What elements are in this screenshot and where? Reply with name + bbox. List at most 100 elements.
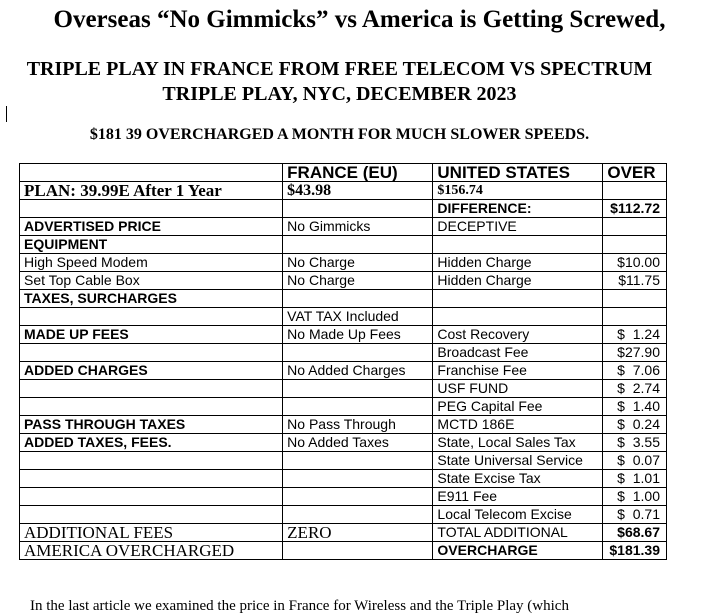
row-over-cell: $ 3.55 bbox=[602, 433, 667, 452]
row-over-cell: $11.75 bbox=[602, 271, 667, 290]
row-label-cell: TAXES, SURCHARGES bbox=[18, 289, 284, 308]
row-france-cell bbox=[282, 487, 434, 506]
table-row: ADDED CHARGES No Added Charges Franchise F… bbox=[18, 361, 667, 380]
row-us-cell: Franchise Fee bbox=[432, 361, 604, 380]
table-row: PASS THROUGH TAXES No Pass Through MCTD 18… bbox=[18, 415, 667, 434]
row-over-cell: $ 1.01 bbox=[602, 469, 667, 488]
table-row: Local Telecom Excise $ 0.71 bbox=[18, 505, 667, 524]
header-cell-france: FRANCE (EU) bbox=[282, 163, 434, 182]
row-us-cell: DECEPTIVE bbox=[432, 217, 604, 236]
table-row: ADVERTISED PRICE No Gimmicks DECEPTIVE bbox=[18, 217, 667, 236]
plan-over bbox=[602, 181, 667, 200]
row-over-cell bbox=[602, 235, 667, 254]
table-row: EQUIPMENT bbox=[18, 235, 667, 254]
table-row: E911 Fee $ 1.00 bbox=[18, 487, 667, 506]
table-row: State Excise Tax $ 1.01 bbox=[18, 469, 667, 488]
row-us-cell bbox=[432, 235, 604, 254]
row-over-cell: $ 0.07 bbox=[602, 451, 667, 470]
row-over-cell: $ 1.00 bbox=[602, 487, 667, 506]
row-us-cell bbox=[432, 289, 604, 308]
row-label-cell: MADE UP FEES bbox=[18, 325, 284, 344]
row-label-cell: EQUIPMENT bbox=[18, 235, 284, 254]
row-over-cell: $10.00 bbox=[602, 253, 667, 272]
row-us-cell: PEG Capital Fee bbox=[432, 397, 604, 416]
row-france-cell bbox=[282, 469, 434, 488]
row-over-cell: $27.90 bbox=[602, 343, 667, 362]
row-over-cell: $ 1.40 bbox=[602, 397, 667, 416]
row-us-cell: State, Local Sales Tax bbox=[432, 433, 604, 452]
row-france-cell bbox=[282, 343, 434, 362]
row-france-cell: No Pass Through bbox=[282, 415, 434, 434]
row-france-cell: VAT TAX Included bbox=[282, 307, 434, 326]
row-label-cell bbox=[18, 469, 284, 488]
row-france-cell: No Charge bbox=[282, 271, 434, 290]
overcharged-label: AMERICA OVERCHARGED bbox=[18, 541, 284, 560]
row-france-cell: No Charge bbox=[282, 253, 434, 272]
row-france-cell bbox=[282, 379, 434, 398]
table-row: High Speed Modem No Charge Hidden Charge $1… bbox=[18, 253, 667, 272]
additional-fees-label: ADDITIONAL FEES bbox=[18, 523, 284, 542]
comparison-table: FRANCE (EU) UNITED STATES OVER PLAN: 39.… bbox=[18, 163, 667, 560]
row-over-cell: $ 7.06 bbox=[602, 361, 667, 380]
additional-fees-france: ZERO bbox=[282, 523, 434, 542]
row-label-cell: PASS THROUGH TAXES bbox=[18, 415, 284, 434]
row-us-cell: State Excise Tax bbox=[432, 469, 604, 488]
header-cell-over: OVER bbox=[602, 163, 667, 182]
text-cursor bbox=[6, 106, 7, 122]
row-france-cell bbox=[282, 505, 434, 524]
difference-label: DIFFERENCE: bbox=[432, 199, 604, 218]
row-over-cell bbox=[602, 307, 667, 326]
row-label-cell bbox=[18, 397, 284, 416]
row-us-cell: USF FUND bbox=[432, 379, 604, 398]
table-row: MADE UP FEES No Made Up Fees Cost Recovery… bbox=[18, 325, 667, 344]
row-label-cell bbox=[18, 307, 284, 326]
difference-row: DIFFERENCE: $112.72 bbox=[18, 199, 667, 218]
plan-france-price: $43.98 bbox=[282, 181, 434, 200]
row-over-cell bbox=[602, 289, 667, 308]
row-label-cell: High Speed Modem bbox=[18, 253, 284, 272]
row-over-cell: $ 0.24 bbox=[602, 415, 667, 434]
row-us-cell: Cost Recovery bbox=[432, 325, 604, 344]
plan-row: PLAN: 39.99E After 1 Year $43.98 $156.74 bbox=[18, 181, 667, 200]
row-france-cell bbox=[282, 397, 434, 416]
row-france-cell: No Made Up Fees bbox=[282, 325, 434, 344]
table-row: USF FUND $ 2.74 bbox=[18, 379, 667, 398]
header-cell-us: UNITED STATES bbox=[432, 163, 604, 182]
table-row: Broadcast Fee $27.90 bbox=[18, 343, 667, 362]
row-us-cell: MCTD 186E bbox=[432, 415, 604, 434]
fee-rows: ADVERTISED PRICE No Gimmicks DECEPTIVE EQUI… bbox=[18, 217, 667, 524]
table-row: Set Top Cable Box No Charge Hidden Charge $… bbox=[18, 271, 667, 290]
row-label-cell bbox=[18, 505, 284, 524]
row-france-cell bbox=[282, 289, 434, 308]
article-footer-text: In the last article we examined the pric… bbox=[30, 598, 569, 614]
row-us-cell bbox=[432, 307, 604, 326]
overcharged-france bbox=[282, 541, 434, 560]
overcharge-label: OVERCHARGE bbox=[432, 541, 604, 560]
row-over-cell: $ 2.74 bbox=[602, 379, 667, 398]
row-label-cell: ADDED TAXES, FEES. bbox=[18, 433, 284, 452]
plan-label: PLAN: 39.99E After 1 Year bbox=[18, 181, 284, 200]
row-over-cell: $ 0.71 bbox=[602, 505, 667, 524]
document-title: Overseas “No Gimmicks” vs America is Get… bbox=[53, 6, 666, 33]
row-us-cell: Broadcast Fee bbox=[432, 343, 604, 362]
row-us-cell: State Universal Service bbox=[432, 451, 604, 470]
row-label-cell bbox=[18, 487, 284, 506]
row-label-cell bbox=[18, 379, 284, 398]
row-france-cell: No Added Charges bbox=[282, 361, 434, 380]
plan-us-price: $156.74 bbox=[432, 181, 604, 200]
row-over-cell bbox=[602, 217, 667, 236]
difference-value: $112.72 bbox=[602, 199, 667, 218]
row-france-cell bbox=[282, 451, 434, 470]
row-label-cell: Set Top Cable Box bbox=[18, 271, 284, 290]
row-france-cell: No Added Taxes bbox=[282, 433, 434, 452]
overcharge-value: $181.39 bbox=[602, 541, 667, 560]
row-us-cell: Hidden Charge bbox=[432, 271, 604, 290]
row-label-cell bbox=[18, 343, 284, 362]
additional-fees-row: ADDITIONAL FEES ZERO TOTAL ADDITIONAL $6… bbox=[18, 523, 667, 542]
row-label-cell: ADVERTISED PRICE bbox=[18, 217, 284, 236]
row-us-cell: Local Telecom Excise bbox=[432, 505, 604, 524]
table-row: State Universal Service $ 0.07 bbox=[18, 451, 667, 470]
table-row: ADDED TAXES, FEES. No Added Taxes State, L… bbox=[18, 433, 667, 452]
row-label-cell bbox=[18, 451, 284, 470]
subtitle-line-1: TRIPLE PLAY IN FRANCE FROM FREE TELECOM … bbox=[26, 58, 653, 80]
